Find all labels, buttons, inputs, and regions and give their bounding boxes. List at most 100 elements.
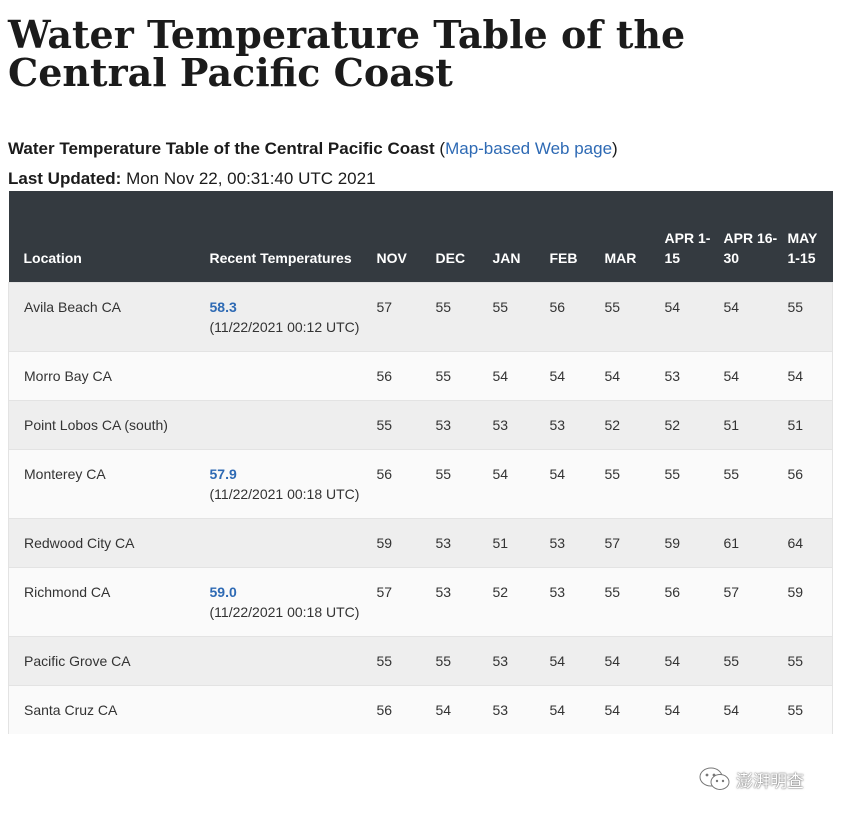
cell-month-value: 54 <box>719 685 784 734</box>
cell-month-value: 55 <box>783 636 833 686</box>
cell-recent <box>205 636 373 686</box>
header-location: Location <box>8 191 206 283</box>
cell-location: Richmond CA <box>8 567 206 637</box>
cell-month-value: 57 <box>600 518 661 568</box>
header-month: NOV <box>372 191 432 283</box>
cell-month-value: 55 <box>600 449 661 519</box>
table-row: Richmond CA 59.0 (11/22/2021 00:18 UTC) 57 5… <box>8 567 833 637</box>
cell-month-value: 53 <box>545 400 601 450</box>
table-row: Redwood City CA 59 53 51 53 57 59 61 64 <box>8 518 833 568</box>
cell-location: Morro Bay CA <box>8 351 206 401</box>
cell-month-value: 54 <box>488 351 546 401</box>
cell-month-value: 53 <box>488 685 546 734</box>
cell-month-value: 52 <box>600 400 661 450</box>
cell-month-value: 59 <box>660 518 720 568</box>
cell-month-value: 54 <box>600 351 661 401</box>
cell-month-value: 54 <box>545 351 601 401</box>
cell-month-value: 55 <box>783 282 833 352</box>
cell-month-value: 55 <box>600 567 661 637</box>
cell-month-value: 54 <box>719 351 784 401</box>
cell-month-value: 55 <box>431 351 489 401</box>
recent-temperature-value: 59.0 <box>209 584 237 600</box>
cell-month-value: 54 <box>600 636 661 686</box>
cell-month-value: 55 <box>783 685 833 734</box>
cell-location: Monterey CA <box>8 449 206 519</box>
table-row: Point Lobos CA (south) 55 53 53 53 52 52 51 51 <box>8 400 833 450</box>
cell-month-value: 52 <box>660 400 720 450</box>
last-updated: Last Updated: Mon Nov 22, 00:31:40 UTC 2… <box>8 168 376 190</box>
table-row: Santa Cruz CA 56 54 53 54 54 54 54 55 <box>8 685 833 734</box>
cell-recent <box>205 351 373 401</box>
cell-recent: 59.0 (11/22/2021 00:18 UTC) <box>205 567 373 637</box>
temperature-table-container: Location Recent Temperatures NOV DEC JAN… <box>8 191 833 734</box>
cell-location: Pacific Grove CA <box>8 636 206 686</box>
cell-month-value: 55 <box>600 282 661 352</box>
temperature-table: Location Recent Temperatures NOV DEC JAN… <box>8 191 833 734</box>
header-month: APR 16-30 <box>719 191 784 283</box>
cell-recent: 57.9 (11/22/2021 00:18 UTC) <box>205 449 373 519</box>
cell-month-value: 57 <box>372 567 432 637</box>
cell-month-value: 55 <box>431 636 489 686</box>
recent-temperature-time: (11/22/2021 00:18 UTC) <box>209 486 360 502</box>
cell-month-value: 54 <box>545 636 601 686</box>
cell-month-value: 54 <box>783 351 833 401</box>
header-month: JAN <box>488 191 546 283</box>
cell-month-value: 53 <box>660 351 720 401</box>
cell-month-value: 56 <box>545 282 601 352</box>
header-month: MAR <box>600 191 661 283</box>
recent-temperature-value: 57.9 <box>209 466 237 482</box>
caption-title: Water Temperature Table of the Central P… <box>8 139 435 158</box>
cell-month-value: 53 <box>488 636 546 686</box>
last-updated-label: Last Updated: <box>8 169 122 188</box>
cell-location: Santa Cruz CA <box>8 685 206 734</box>
header-month: MAY 1-15 <box>783 191 833 283</box>
table-row: Avila Beach CA 58.3 (11/22/2021 00:12 UTC)… <box>8 282 833 352</box>
cell-recent <box>205 685 373 734</box>
table-header-row: Location Recent Temperatures NOV DEC JAN… <box>8 191 833 283</box>
cell-month-value: 54 <box>660 636 720 686</box>
cell-location: Avila Beach CA <box>8 282 206 352</box>
cell-month-value: 51 <box>783 400 833 450</box>
cell-month-value: 53 <box>431 567 489 637</box>
table-caption: Water Temperature Table of the Central P… <box>8 138 618 160</box>
watermark: 澎湃明查 <box>698 766 804 792</box>
cell-recent <box>205 400 373 450</box>
cell-month-value: 59 <box>783 567 833 637</box>
cell-month-value: 59 <box>372 518 432 568</box>
table-body: Avila Beach CA 58.3 (11/22/2021 00:12 UTC)… <box>8 282 833 734</box>
cell-month-value: 53 <box>545 518 601 568</box>
cell-location: Point Lobos CA (south) <box>8 400 206 450</box>
map-page-link[interactable]: Map-based Web page <box>445 139 613 158</box>
cell-month-value: 53 <box>545 567 601 637</box>
cell-month-value: 53 <box>431 518 489 568</box>
cell-location: Redwood City CA <box>8 518 206 568</box>
cell-month-value: 54 <box>488 449 546 519</box>
cell-month-value: 55 <box>431 282 489 352</box>
cell-month-value: 54 <box>545 685 601 734</box>
header-month: DEC <box>431 191 489 283</box>
cell-month-value: 55 <box>372 400 432 450</box>
cell-month-value: 55 <box>719 636 784 686</box>
cell-month-value: 54 <box>660 282 720 352</box>
cell-month-value: 52 <box>488 567 546 637</box>
recent-temperature-value: 58.3 <box>209 299 237 315</box>
cell-month-value: 57 <box>372 282 432 352</box>
recent-temperature-time: (11/22/2021 00:18 UTC) <box>209 604 360 620</box>
cell-month-value: 53 <box>431 400 489 450</box>
cell-month-value: 56 <box>660 567 720 637</box>
cell-recent: 58.3 (11/22/2021 00:12 UTC) <box>205 282 373 352</box>
cell-month-value: 55 <box>372 636 432 686</box>
cell-month-value: 55 <box>488 282 546 352</box>
header-month: FEB <box>545 191 601 283</box>
cell-month-value: 61 <box>719 518 784 568</box>
cell-month-value: 57 <box>719 567 784 637</box>
cell-month-value: 54 <box>600 685 661 734</box>
wechat-icon <box>698 766 732 792</box>
table-row: Pacific Grove CA 55 55 53 54 54 54 55 55 <box>8 636 833 686</box>
last-updated-value: Mon Nov 22, 00:31:40 UTC 2021 <box>121 169 376 188</box>
cell-month-value: 54 <box>431 685 489 734</box>
cell-month-value: 55 <box>660 449 720 519</box>
recent-temperature-time: (11/22/2021 00:12 UTC) <box>209 319 360 335</box>
cell-month-value: 56 <box>372 449 432 519</box>
cell-month-value: 55 <box>719 449 784 519</box>
